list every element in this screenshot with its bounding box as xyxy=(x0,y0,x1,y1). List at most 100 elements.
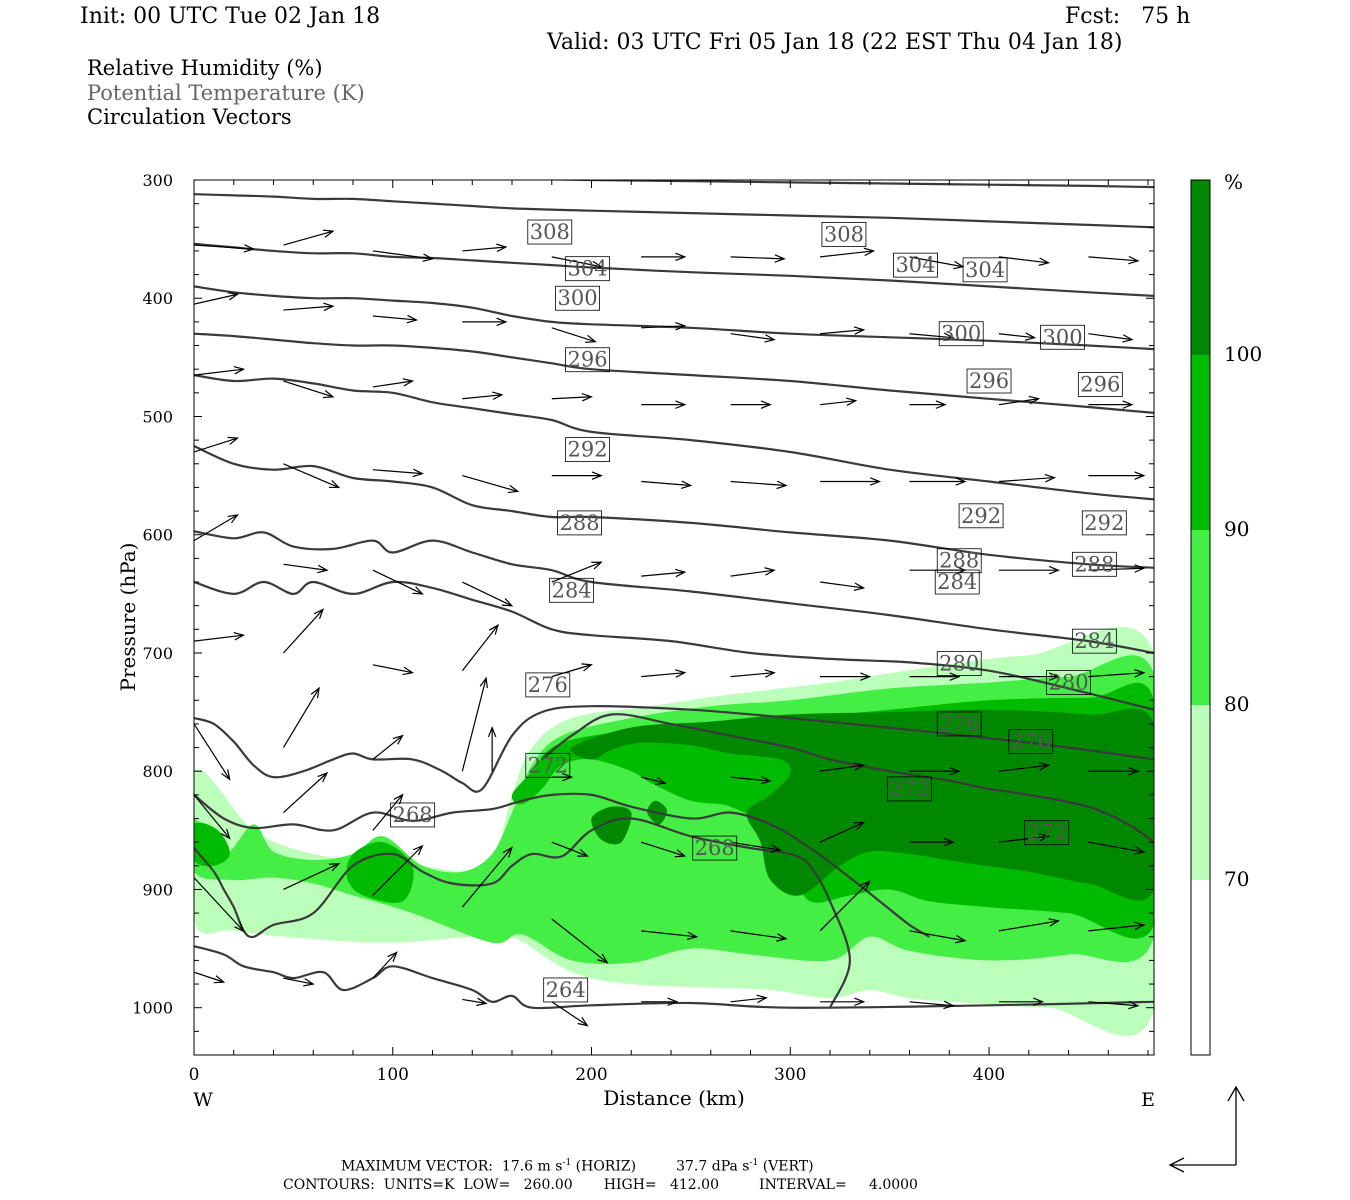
vector-head xyxy=(303,978,315,987)
vector-head xyxy=(853,582,866,591)
colorbar-label: 100 xyxy=(1224,342,1262,366)
vector-head xyxy=(507,484,520,494)
contour-label-box xyxy=(962,257,1008,283)
contour-label: 296 xyxy=(969,369,1009,393)
circulation-vector xyxy=(641,568,687,578)
vector-shaft xyxy=(730,333,775,341)
vector-shaft xyxy=(462,475,518,493)
legend-relative-humidity: Relative Humidity (%) xyxy=(87,56,323,80)
theta-contour-272 xyxy=(194,792,930,938)
vector-head xyxy=(1134,471,1146,480)
vector-shaft xyxy=(194,368,244,376)
vector-head xyxy=(402,666,415,676)
colorbar-frame xyxy=(1190,179,1211,1056)
y-tick-label: 500 xyxy=(142,407,173,426)
vector-head xyxy=(853,326,866,335)
circulation-vector xyxy=(487,726,497,772)
vector-shaft xyxy=(551,664,592,678)
vector-head xyxy=(577,1016,589,1027)
vector-head xyxy=(581,392,593,402)
circulation-vector xyxy=(462,475,520,494)
vector-head xyxy=(686,931,699,941)
vector-head xyxy=(412,468,424,478)
vector-head xyxy=(1024,332,1037,341)
contour-label: 280 xyxy=(939,652,979,676)
vector-head xyxy=(501,598,514,607)
vector-head xyxy=(487,726,497,738)
vector-head xyxy=(654,776,667,786)
west-label: W xyxy=(193,1089,213,1111)
vector-head xyxy=(1038,762,1051,771)
circulation-vector xyxy=(551,256,603,270)
reference-vector-icon xyxy=(1168,1085,1245,1173)
vector-head xyxy=(323,302,335,312)
vector-shaft xyxy=(194,293,238,305)
circulation-vector xyxy=(641,997,679,1007)
vector-shaft xyxy=(730,930,787,940)
circulation-vector xyxy=(282,686,320,748)
circulation-vectors xyxy=(194,229,1146,1027)
circulation-vector xyxy=(998,918,1060,932)
contour-label: 300 xyxy=(941,322,981,346)
vector-shaft xyxy=(372,951,398,979)
circulation-vector xyxy=(283,771,329,814)
vector-head xyxy=(328,863,341,872)
vector-head xyxy=(1048,565,1060,575)
vector-head xyxy=(322,229,335,238)
vector-shaft xyxy=(551,918,608,964)
circulation-vector xyxy=(372,314,419,324)
circulation-vector xyxy=(641,252,687,262)
theta-contour-280 xyxy=(194,580,1154,711)
circulation-vector xyxy=(730,841,782,853)
circulation-vector xyxy=(730,669,776,678)
circulation-vector xyxy=(551,327,597,343)
vector-head xyxy=(221,769,231,781)
vector-shaft xyxy=(819,821,864,843)
contour-label-box xyxy=(1071,551,1117,577)
vector-head xyxy=(764,334,776,343)
circulation-vector xyxy=(819,880,871,932)
vector-shaft xyxy=(820,250,874,258)
vector-head xyxy=(243,244,256,253)
circulation-vector xyxy=(372,664,415,676)
vector-shaft xyxy=(730,569,775,577)
contour-label: 284 xyxy=(1074,629,1114,653)
vector-shaft xyxy=(283,380,334,398)
x-tick-label: 400 xyxy=(973,1065,1005,1085)
vector-head xyxy=(492,391,504,400)
colorbar-label: 90 xyxy=(1224,517,1249,541)
contour-label-box xyxy=(1046,670,1091,695)
circulation-vector xyxy=(730,775,772,785)
contour-label: 272 xyxy=(889,777,929,801)
vector-head xyxy=(853,762,866,771)
circulation-vector xyxy=(1088,1000,1140,1010)
vector-shaft xyxy=(551,1001,588,1027)
circulation-vector xyxy=(372,734,404,760)
colorbar: % 70 80 90 100 xyxy=(1190,170,1262,1056)
rh-region-100 xyxy=(591,806,632,845)
vector-head xyxy=(479,676,488,689)
vector-head xyxy=(845,397,858,406)
vector-head xyxy=(760,400,772,409)
circulation-vector xyxy=(641,669,687,678)
vector-shaft xyxy=(1088,256,1138,262)
theta-contour-300 xyxy=(194,285,1154,351)
circulation-vector xyxy=(372,569,424,595)
contour-label: 304 xyxy=(567,257,607,281)
vector-head xyxy=(1128,1000,1140,1010)
theta-contour-276 xyxy=(194,705,1154,793)
y-tick-label: 700 xyxy=(142,644,173,663)
vector-head xyxy=(496,243,508,253)
theta-contour-264 xyxy=(194,945,1154,1010)
vector-shaft xyxy=(372,735,403,760)
vector-head xyxy=(675,321,687,331)
contour-label-box xyxy=(966,368,1012,394)
vector-shaft xyxy=(461,624,499,672)
vector-shaft xyxy=(283,772,328,814)
vector-head xyxy=(1028,395,1041,405)
vector-head xyxy=(562,772,574,782)
vector-head xyxy=(233,366,246,375)
theta-contour-304 xyxy=(194,242,1154,297)
circulation-vector xyxy=(283,302,335,312)
circulation-vector xyxy=(461,846,513,908)
